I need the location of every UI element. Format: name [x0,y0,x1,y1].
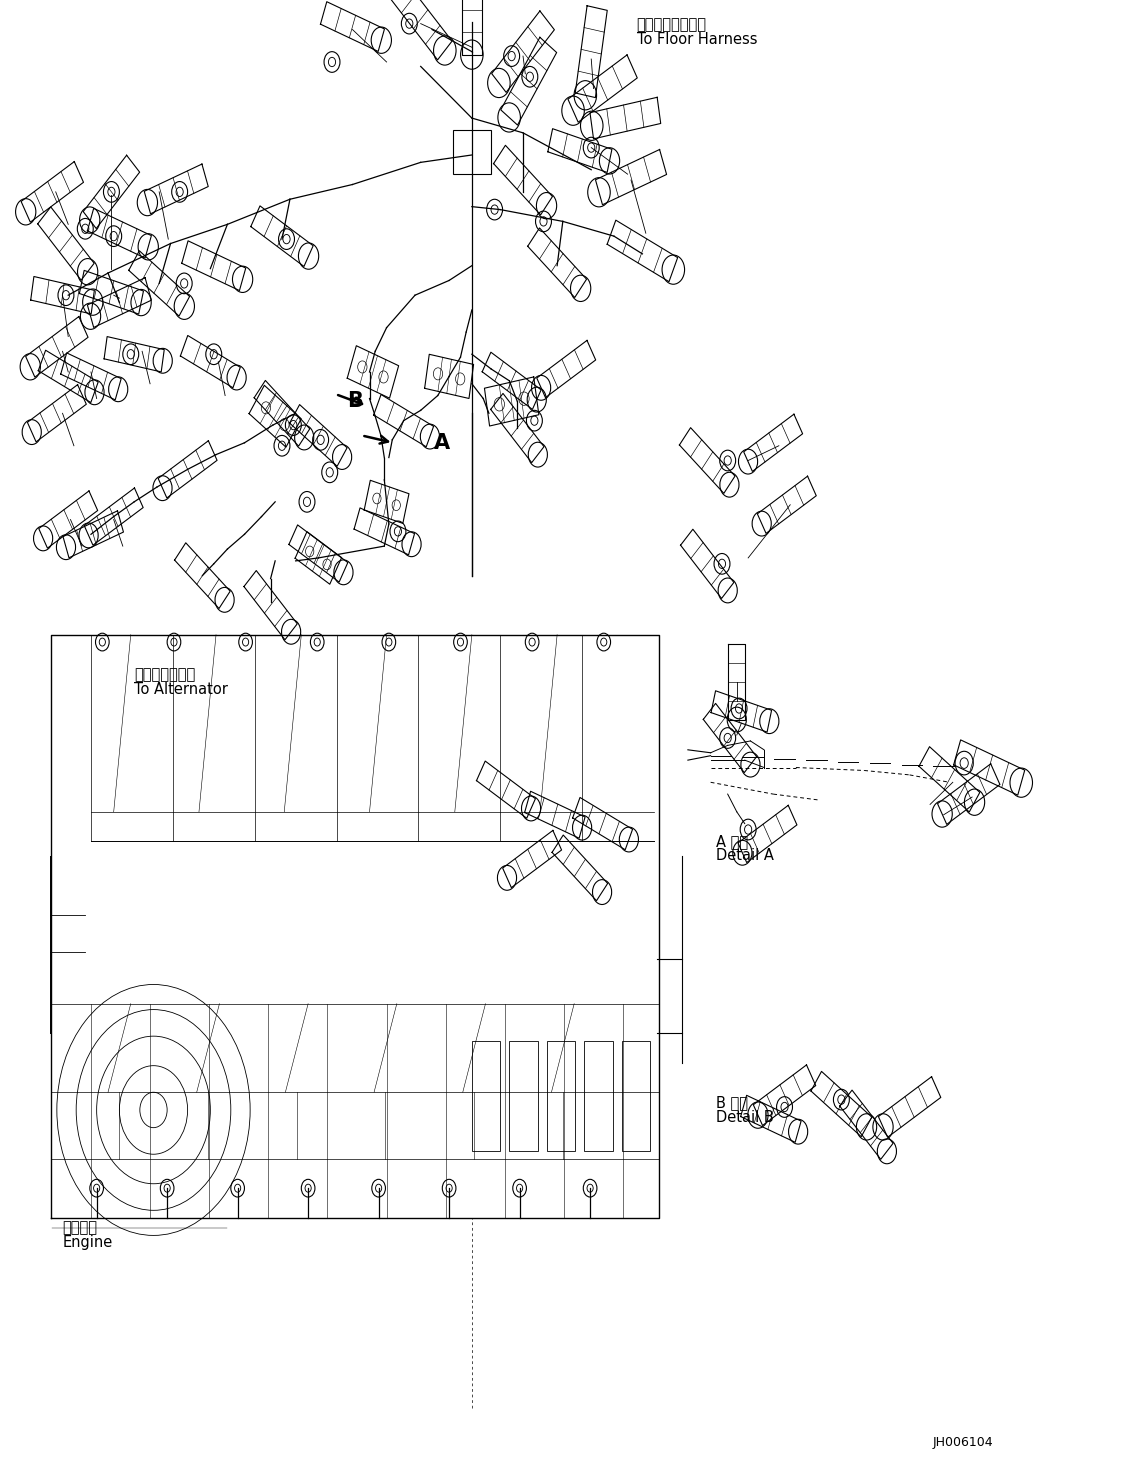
Text: A 詳細: A 詳細 [716,834,748,849]
Text: To Alternator: To Alternator [134,682,229,697]
Bar [509,1041,538,1151]
Text: JH006104: JH006104 [932,1436,993,1449]
Bar [622,1041,650,1151]
Bar [547,1041,575,1151]
Text: オルタネータへ: オルタネータへ [134,667,196,682]
Text: Engine: Engine [63,1235,113,1250]
Text: エンジン: エンジン [63,1221,98,1235]
Text: フロアハーネスへ: フロアハーネスへ [637,18,707,32]
Text: Detail A: Detail A [716,849,774,863]
Text: B 詳細: B 詳細 [716,1095,748,1110]
Bar [453,130,491,174]
Text: Detail B: Detail B [716,1110,774,1125]
Text: A: A [434,432,450,453]
Bar [472,1041,500,1151]
Text: B: B [347,391,363,412]
Bar [584,1041,613,1151]
Text: To Floor Harness: To Floor Harness [637,32,757,47]
